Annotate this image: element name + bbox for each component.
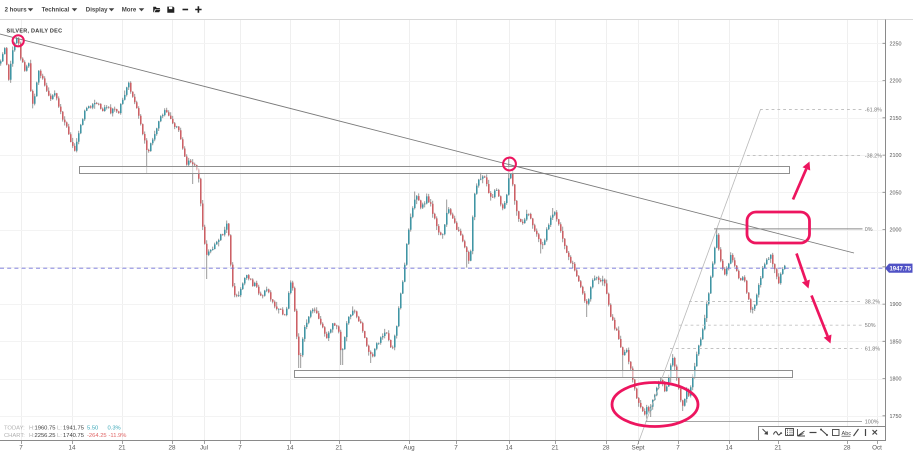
svg-text:28: 28	[168, 445, 176, 452]
svg-text:21: 21	[551, 445, 559, 452]
svg-text:1960.75: 1960.75	[35, 426, 56, 432]
svg-text:L:: L:	[57, 433, 62, 439]
svg-text:SILVER, DAILY DEC: SILVER, DAILY DEC	[7, 28, 63, 34]
svg-text:Sept: Sept	[632, 445, 645, 452]
svg-text:14: 14	[286, 445, 294, 452]
svg-text:Jul: Jul	[200, 445, 208, 452]
svg-text:TODAY:: TODAY:	[4, 426, 25, 432]
svg-text:2100: 2100	[890, 153, 902, 159]
svg-text:1750: 1750	[890, 414, 902, 420]
svg-text:1941.75: 1941.75	[63, 426, 84, 432]
svg-text:Technical: Technical	[42, 6, 70, 13]
svg-text:2250: 2250	[890, 41, 902, 47]
svg-text:0%: 0%	[865, 227, 873, 233]
svg-text:7: 7	[676, 445, 680, 452]
svg-text:28: 28	[602, 445, 610, 452]
svg-text:28: 28	[843, 445, 851, 452]
svg-text:7: 7	[238, 445, 242, 452]
svg-text:2200: 2200	[890, 79, 902, 85]
svg-text:L:: L:	[57, 426, 62, 432]
svg-text:1740.75: 1740.75	[63, 433, 84, 439]
svg-text:-38.2%: -38.2%	[865, 154, 882, 160]
svg-text:21: 21	[774, 445, 782, 452]
svg-text:14: 14	[505, 445, 513, 452]
svg-text:5.50: 5.50	[87, 426, 98, 432]
svg-text:1800: 1800	[890, 377, 902, 383]
svg-text:2000: 2000	[890, 228, 902, 234]
svg-text:H:: H:	[29, 426, 35, 432]
svg-text:38.2%: 38.2%	[865, 300, 880, 306]
svg-text:100%: 100%	[865, 420, 879, 426]
svg-text:-264.25: -264.25	[87, 433, 107, 439]
svg-text:1900: 1900	[890, 302, 902, 308]
svg-text:-11.9%: -11.9%	[109, 433, 127, 439]
svg-text:Aug: Aug	[403, 445, 415, 452]
svg-text:14: 14	[68, 445, 76, 452]
svg-text:2 hours: 2 hours	[5, 6, 28, 13]
svg-text:Oct: Oct	[872, 445, 882, 452]
svg-text:H:: H:	[29, 433, 35, 439]
svg-text:2050: 2050	[890, 190, 902, 196]
svg-text:7: 7	[19, 445, 23, 452]
svg-text:More: More	[122, 6, 137, 13]
svg-text:-61.8%: -61.8%	[865, 108, 882, 114]
svg-text:21: 21	[335, 445, 343, 452]
svg-text:7: 7	[454, 445, 458, 452]
svg-text:1947.75: 1947.75	[889, 267, 911, 273]
svg-text:61.8%: 61.8%	[865, 347, 880, 353]
svg-text:2150: 2150	[890, 116, 902, 122]
svg-text:Abc: Abc	[842, 431, 852, 437]
svg-text:50%: 50%	[865, 323, 876, 329]
svg-text:CHART:: CHART:	[4, 433, 25, 439]
svg-text:1850: 1850	[890, 339, 902, 345]
svg-text:14: 14	[725, 445, 733, 452]
svg-text:21: 21	[118, 445, 126, 452]
svg-text:Display: Display	[86, 6, 108, 13]
svg-text:0.3%: 0.3%	[108, 426, 121, 432]
svg-text:2256.25: 2256.25	[35, 433, 56, 439]
